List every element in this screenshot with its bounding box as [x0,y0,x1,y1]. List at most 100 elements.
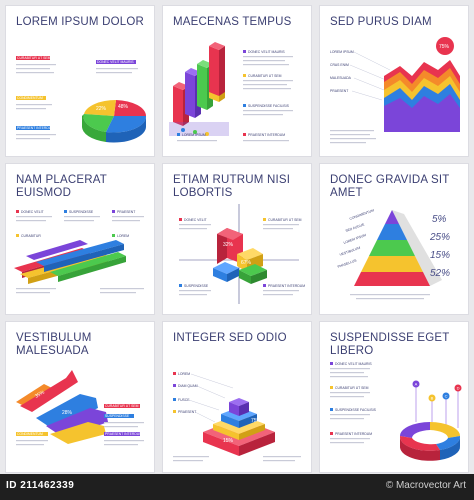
series-label: MALESUADA [330,76,352,80]
series-label: LOREM IPSUM [330,50,354,54]
text-lines [173,456,301,462]
arrows [16,370,108,444]
card-sed-purus-diam: SED PURUS DIAM LOREM IPSUM CRAS ENIM MAL… [320,6,468,156]
tier-label: VESTIBULUM [339,246,361,257]
bars [14,240,126,284]
value-label: 75% [251,418,262,424]
credit: © Macrovector Art [385,480,466,491]
value-marker [436,37,454,55]
tier-label: SED AUGUE [345,222,366,233]
card-title: VESTIBULUM MALESUADA [16,332,92,357]
series-label: CRAS ENIM [330,63,349,67]
arrow-diagram-3d: 35% 28% CURABITUR UT SEM SUSPENDISSE PRA… [16,370,144,446]
series-label: PRAESENT [330,89,348,93]
label-text: DONEC VELIT MAURIS [97,60,134,64]
card-vestibulum-malesuada: VESTIBULUM MALESUADA 35% 28% CURABITUR U… [6,322,154,472]
blocks [213,228,267,284]
legend-label: CURABITUR UT SEM [268,218,302,222]
card-title: DONEC GRAVIDA SIT AMET [330,174,450,199]
value-label: 67% [241,260,252,266]
ring [399,422,461,461]
value-label: 52% [430,268,450,279]
bar-base [169,122,229,136]
text-lines [16,64,138,140]
legend-label: PRAESENT INTERDUM [268,284,305,288]
marker-letter: D [457,386,460,391]
legend-label: LOREM [178,372,190,376]
legend-label: CONDIMENTUM [17,432,43,436]
card-title: ETIAM RUTRUM NISI LOBORTIS [173,174,291,199]
label-bar [96,60,136,64]
legend-label: SUSPENDISSE FACILISIS [335,408,377,412]
legend-label: CURABITUR UT SEM [105,404,139,408]
leader-lines [349,51,391,101]
horizontal-bars-3d: DONEC VELIT SUSPENDISSE PRAESENT CURABIT… [14,210,144,294]
card-title: INTEGER SED ODIO [173,332,287,344]
image-id: ID 211462339 [6,480,75,491]
steps [203,398,275,456]
legend: DONEC VELIT MAURIS CURABITUR UT SEM SUSP… [330,362,377,436]
card-title: SED PURUS DIAM [330,16,432,28]
markers: A B C D [412,380,462,402]
legend-label: DONEC VELIT MAURIS [335,362,372,366]
card-title: MAECENAS TEMPUS [173,16,292,28]
pie-chart-3d: CURABITUR UT SEM DONEC VELIT MAURIS COND… [16,56,147,143]
legend: DONEC VELIT SUSPENDISSE PRAESENT CURABIT… [16,210,135,238]
bar-chart-3d: DONEC VELIT MAURIS CURABITUR UT SEM SUSP… [169,42,293,142]
marker-letter: C [445,394,448,399]
pie-slices [81,99,147,143]
tier-label: PHASELLUS [337,258,358,269]
value-label: 75% [439,44,450,50]
stepped-pyramid-3d: LOREM DIAM QUAM FUSCE PRAESENT 75% 15% [173,372,301,462]
legend-label: SUSPENDISSE [184,284,209,288]
ring-chart-3d: DONEC VELIT MAURIS CURABITUR UT SEM SUSP… [330,362,462,461]
legend-label: PRAESENT INTERDUM [335,432,372,436]
value-label: 32% [223,242,234,248]
label-text: PRAESENT INTERDUM [17,126,54,130]
legend-label: PRAESENT INTERDUM [248,133,285,137]
block-diagram-3d: DONEC VELIT CURABITUR UT SEM SUSPENDISSE… [179,204,305,304]
marker-stems [415,386,459,428]
legend-label: LOREM IPSUM [182,133,206,137]
legend: CURABITUR UT SEM SUSPENDISSE PRAESENT IN… [16,404,142,436]
pyramid-chart-3d: CONDIMENTUM SED AUGUE LOREM IPSUM VESTIB… [337,208,450,300]
card-lorem-ipsum: LOREM IPSUM DOLOR CURABITUR UT SEM DONEC… [6,6,154,156]
card-maecenas-tempus: MAECENAS TEMPUS DONEC VELIT MAURIS CURAB… [163,6,311,156]
legend-label: PRAESENT INTERDUM [105,432,142,436]
bars [173,42,225,126]
text-lines [179,224,299,296]
card-etiam-rutrum: ETIAM RUTRUM NISI LOBORTIS DONEC VELIT C… [163,164,311,314]
label-bar [16,56,50,60]
card-title: NAM PLACERAT EUISMOD [16,174,107,199]
label-text: CONDIMENTUM [17,96,43,100]
value-label: 15% [223,438,234,444]
legend: DONEC VELIT CURABITUR UT SEM SUSPENDISSE… [179,218,305,288]
stock-footer: ID 211462339 © Macrovector Art [0,474,474,500]
text-lines [16,216,144,294]
leader-lines [188,373,234,423]
legend-label: FUSCE [178,398,190,402]
pyramid [354,210,442,286]
legend-label: SUSPENDISSE FACILISIS [248,104,290,108]
text-lines [330,368,370,444]
legend-label: CURABITUR UT SEM [335,386,369,390]
card-suspendisse-eget: SUSPENDISSE EGET LIBERO DONEC VELIT MAUR… [320,322,468,472]
value-label: 22% [96,106,107,112]
legend-label: DONEC VELIT [184,218,207,222]
tier-label: LOREM IPSUM [343,233,367,245]
card-title: SUSPENDISSE EGET LIBERO [330,332,450,357]
legend-label: DIAM QUAM [178,384,198,388]
label-bar [16,126,50,130]
marker-letter: A [415,382,418,387]
legend-label: SUSPENDISSE [105,414,130,418]
label-bar [16,96,46,100]
legend-label: CURABITUR [21,234,41,238]
percent-values: 5% 25% 15% 52% [429,214,450,279]
text-lines [350,294,430,300]
legend-label: DONEC VELIT [21,210,44,214]
area-chart-3d: LOREM IPSUM CRAS ENIM MALESUADA PRAESENT… [330,37,460,144]
text-lines [330,130,376,144]
marker-letter: B [431,396,434,401]
legend-label: PRAESENT [117,210,135,214]
legend: DONEC VELIT MAURIS CURABITUR UT SEM SUSP… [177,50,290,137]
